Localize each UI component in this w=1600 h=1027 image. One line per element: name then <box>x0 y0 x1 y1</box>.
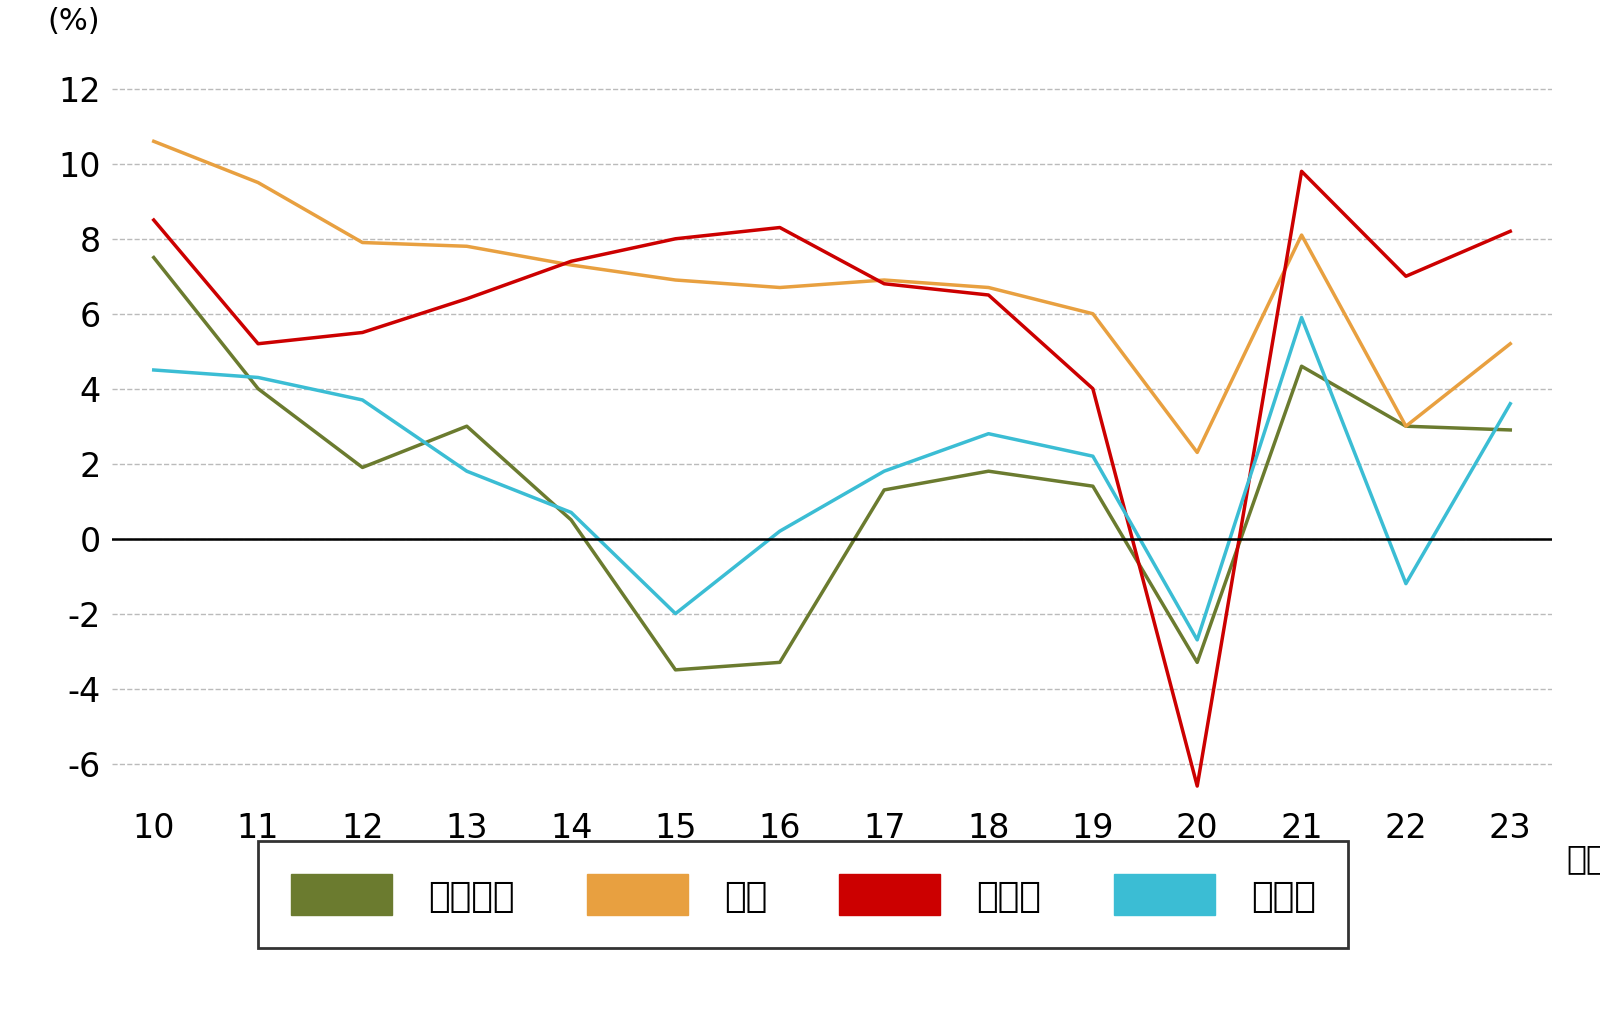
Text: （年）: （年） <box>1566 842 1600 875</box>
Legend: ブラジル, 中国, インド, ロシア: ブラジル, 中国, インド, ロシア <box>258 841 1349 948</box>
Text: (%): (%) <box>48 7 99 36</box>
